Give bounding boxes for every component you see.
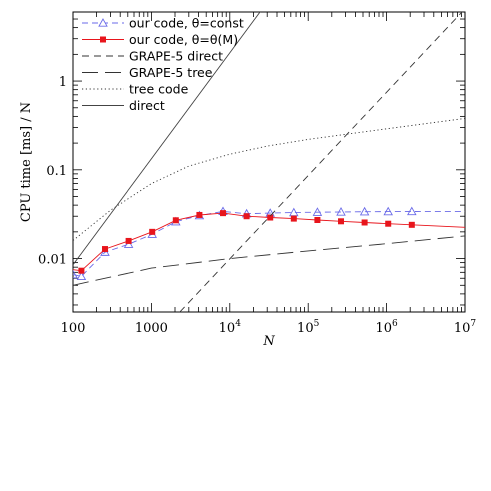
data-point-square <box>149 228 156 235</box>
x-tick-label: 104 <box>219 319 242 336</box>
y-tick-label: 0.01 <box>38 253 67 268</box>
y-axis-label: CPU time [ms] / N <box>19 102 34 222</box>
series-line-5 <box>73 12 261 266</box>
data-point-square <box>125 237 132 244</box>
legend-label-1: our code, θ=θ(M) <box>129 32 238 47</box>
series-line-2 <box>179 12 463 312</box>
x-tick-label: 106 <box>375 319 398 336</box>
data-point-triangle <box>73 269 78 279</box>
legend-label-0: our code, θ=const <box>129 16 244 31</box>
legend-marker-square <box>100 36 106 43</box>
y-tick-label: 0.1 <box>46 164 67 179</box>
data-point-square <box>243 213 250 220</box>
plot-frame <box>72 11 466 313</box>
legend-label-2: GRAPE-5 direct <box>129 49 223 64</box>
x-tick-label: 100 <box>61 321 86 336</box>
data-point-square <box>196 211 203 218</box>
x-tick-label: 105 <box>297 319 320 336</box>
x-tick-labels: 100 1000 104 105 106 107 <box>61 319 477 336</box>
data-point-triangle <box>336 207 346 216</box>
y-tick-labels: 0.01 0.1 1 <box>38 75 67 268</box>
data-point-square <box>267 214 274 221</box>
data-point-square <box>314 216 321 223</box>
data-point-square <box>385 220 392 227</box>
x-tick-label: 107 <box>454 319 477 336</box>
axis-ticks <box>72 11 466 312</box>
legend-marker-triangle <box>98 18 108 27</box>
series-line-0 <box>73 210 465 277</box>
legend-label-3: GRAPE-5 tree <box>129 65 213 80</box>
data-point-triangle <box>407 206 417 216</box>
series-line-4 <box>73 117 465 241</box>
data-point-square <box>102 246 109 253</box>
x-axis-label: N <box>262 334 275 349</box>
data-point-square <box>220 210 227 217</box>
series-line-3 <box>73 235 465 286</box>
data-point-square <box>290 215 297 222</box>
data-point-triangle <box>359 206 370 216</box>
y-tick-label: 1 <box>59 75 67 90</box>
data-point-triangle <box>76 271 87 281</box>
data-point-square <box>172 217 179 224</box>
legend-label-4: tree code <box>129 82 189 97</box>
legend-label-5: direct <box>129 98 165 113</box>
x-tick-label: 1000 <box>135 321 168 336</box>
series-layer <box>73 12 465 312</box>
data-point-square <box>408 221 415 228</box>
data-point-square <box>361 219 368 226</box>
data-point-triangle <box>312 207 323 216</box>
data-point-square <box>78 267 85 274</box>
data-point-triangle <box>383 206 393 216</box>
data-point-square <box>338 218 345 225</box>
